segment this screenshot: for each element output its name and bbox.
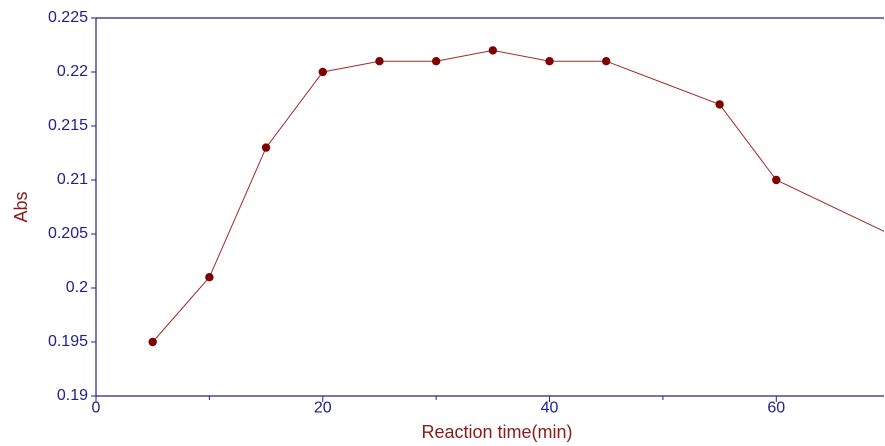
x-tick-label: 60 [767, 399, 785, 416]
y-tick-label: 0.225 [48, 9, 88, 26]
x-tick-label: 20 [314, 399, 332, 416]
y-axis-title: Abs [11, 191, 31, 222]
data-point [431, 57, 441, 66]
y-tick-label: 0.22 [57, 63, 88, 80]
data-point [772, 175, 781, 185]
data-point [488, 46, 498, 55]
y-tick-label: 0.205 [48, 225, 88, 242]
data-point [261, 143, 271, 152]
data-point [205, 273, 214, 282]
data-point [318, 67, 327, 77]
y-tick-label: 0.215 [48, 117, 88, 134]
axes [95, 17, 884, 397]
x-tick-label: 40 [541, 399, 559, 416]
x-axis-title: Reaction time(min) [421, 422, 572, 442]
y-tick-label: 0.19 [57, 387, 88, 404]
data-point [602, 57, 611, 66]
series-layer [148, 46, 884, 347]
y-tick-label: 0.21 [57, 171, 88, 188]
y-tick-label: 0.2 [66, 279, 88, 296]
data-point [148, 337, 157, 347]
x-tick-label: 0 [92, 399, 101, 416]
ticks-layer: 0.19 0.195 0.2 0.205 0.21 0.215 0.22 0.225 0 20 40… [48, 9, 785, 416]
data-point [545, 57, 554, 66]
y-tick-label: 0.195 [48, 333, 88, 350]
data-point [375, 57, 384, 66]
data-point [715, 100, 724, 109]
series-line [152, 49, 884, 343]
